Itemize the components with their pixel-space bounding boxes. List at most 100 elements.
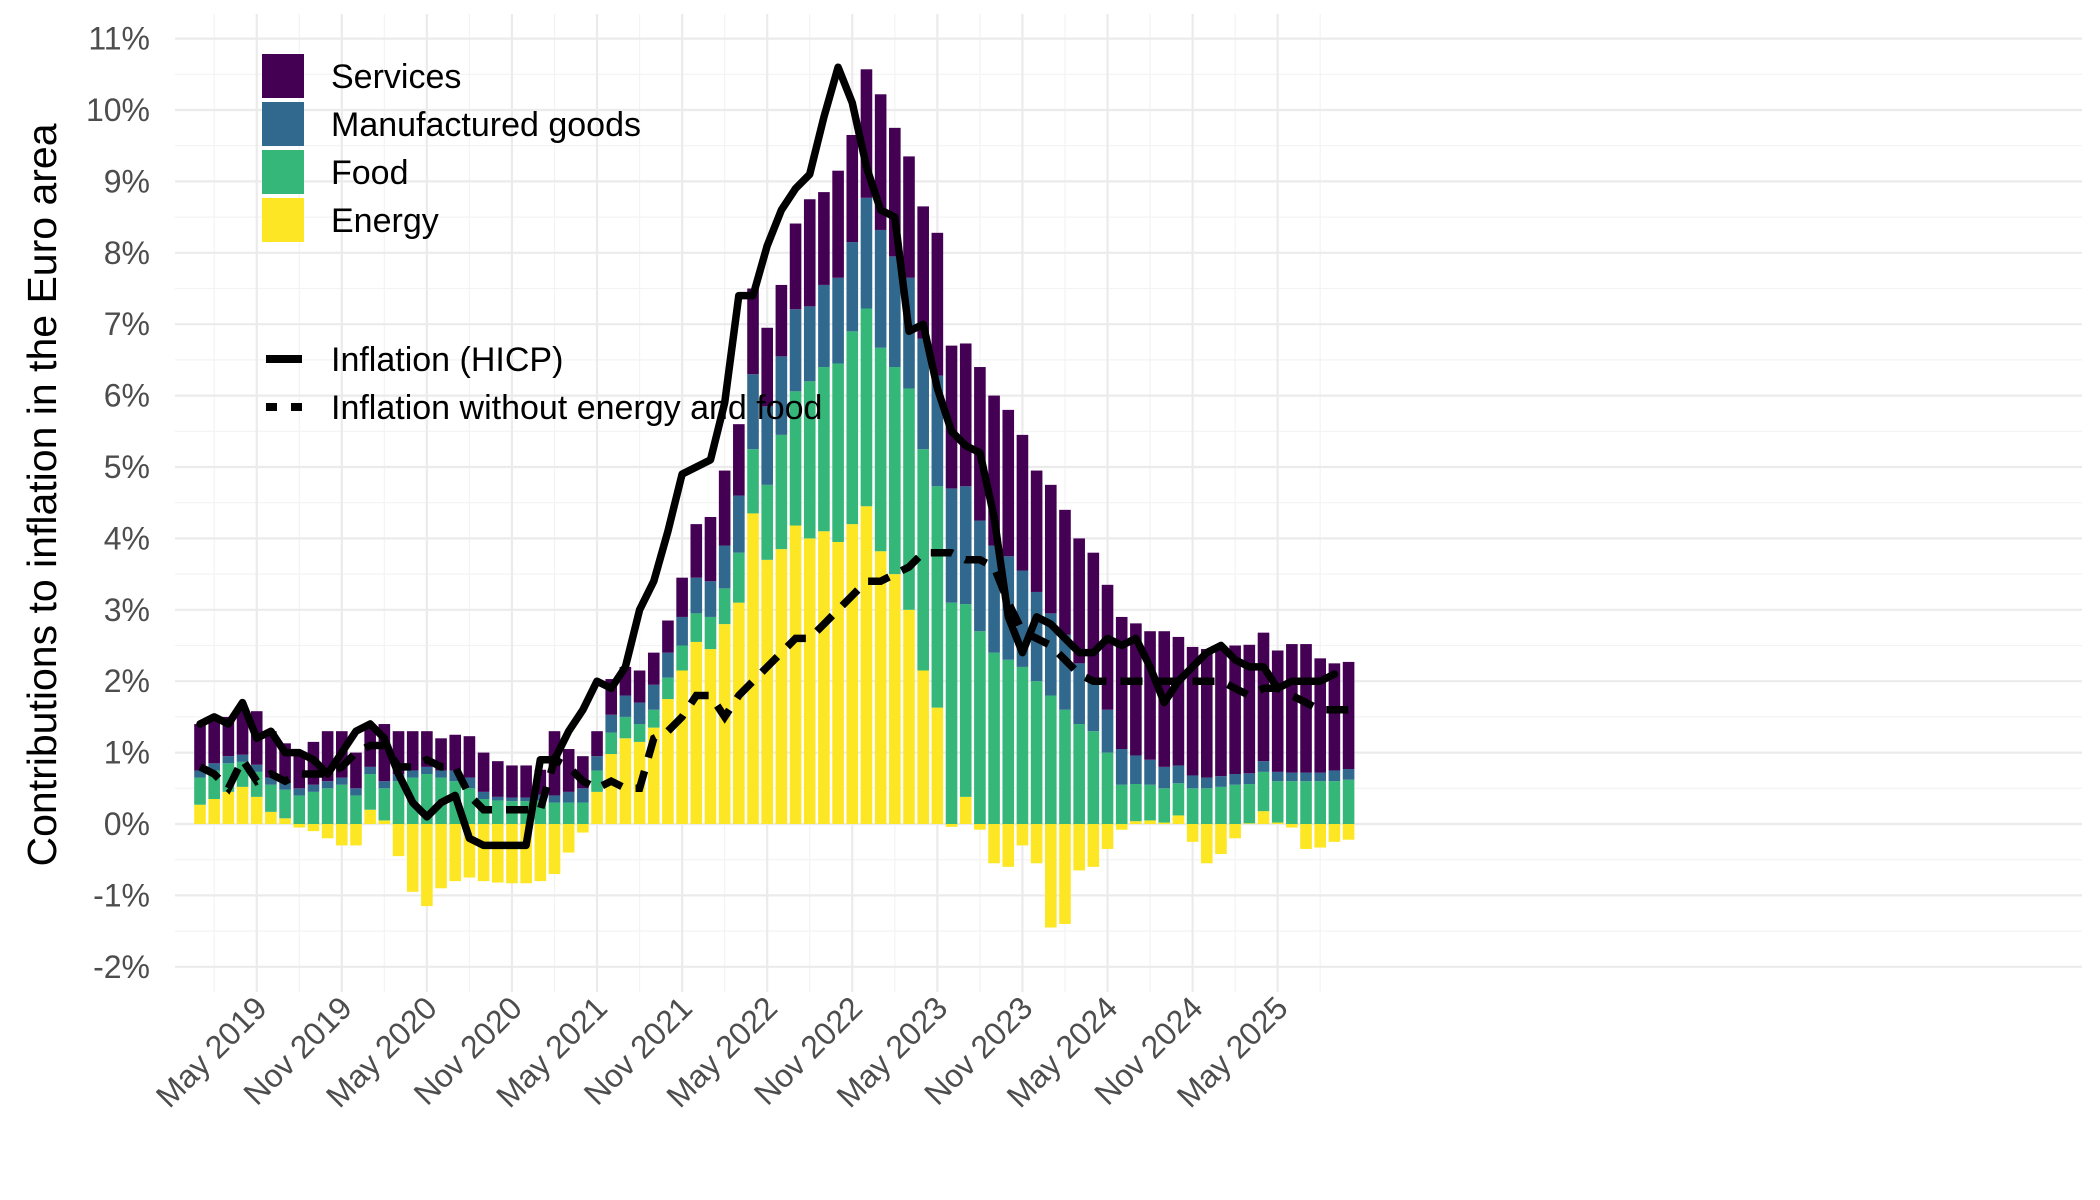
bar-services [506,765,518,798]
bar-manufactured-goods [874,229,887,348]
bar-food [1215,786,1227,824]
bar-services [1002,409,1015,557]
bar-manufactured-goods [293,788,306,796]
bar-services [1045,484,1057,614]
bar-energy [775,549,788,824]
bar-services [761,327,773,407]
bar-food [1130,784,1142,822]
bar-energy [1158,822,1171,824]
bar-services [1101,584,1114,710]
bar-manufactured-goods [1314,772,1327,782]
y-tick-label: 9% [104,163,150,199]
bar-manufactured-goods [548,795,561,803]
bar-services [222,716,235,757]
bar-food [1243,784,1256,824]
bar-energy [194,804,206,824]
bar-food [903,388,915,610]
bar-manufactured-goods [988,545,1000,653]
bar-food [1115,784,1128,824]
bar-food [577,802,589,824]
bar-food [1073,724,1085,824]
bar-services [733,424,745,496]
bar-manufactured-goods [945,488,958,603]
bar-food [860,308,873,507]
legend-label: Energy [331,202,439,240]
bar-energy [222,791,235,824]
bar-manufactured-goods [406,770,419,778]
y-tick-label: -2% [93,949,150,985]
bar-manufactured-goods [449,770,462,782]
bar-food [690,613,703,642]
bar-manufactured-goods [803,306,816,382]
bar-energy [463,824,476,878]
bar-food [605,732,618,755]
bar-energy [265,811,277,824]
bar-services [1229,645,1241,775]
bar-food [1342,779,1355,824]
bar-food [336,784,348,824]
bar-energy [662,699,674,824]
bar-energy [832,541,844,824]
y-axis-tick-labels: -2% -1% 0% 1% 2% 3% 4% 5% 6% 7% 8% 9% 10% 11% [86,21,150,985]
bar-food [534,800,547,824]
bar-services [577,756,589,789]
bar-manufactured-goods [1200,777,1213,789]
y-tick-label: 0% [104,806,150,842]
bar-food [1101,752,1114,824]
bar-energy [676,670,688,824]
y-tick-label: 8% [104,235,150,271]
bar-services [860,69,873,198]
bar-services [378,724,391,782]
bar-food [293,795,306,824]
bar-energy [605,754,618,824]
bar-energy [1300,824,1312,849]
legend-label: Inflation without energy and food [331,389,822,427]
bar-food [1158,788,1171,823]
bar-services [520,765,532,798]
bar-manufactured-goods [662,652,674,678]
bar-food [364,774,376,810]
bar-food [1257,771,1270,812]
bar-food [1002,659,1015,824]
bar-manufactured-goods [463,777,476,789]
bar-energy [1115,824,1128,830]
bar-energy [747,513,759,824]
bar-food [874,347,887,552]
bar-food [1271,781,1284,823]
bar-manufactured-goods [1243,773,1256,785]
bar-services [208,716,220,764]
bar-food [591,770,603,792]
bar-manufactured-goods [307,784,320,792]
bar-services [662,620,674,653]
bar-energy [619,738,632,824]
bar-energy [1144,820,1156,824]
bar-services [676,577,688,617]
bar-manufactured-goods [1101,709,1114,753]
bar-manufactured-goods [506,797,518,802]
y-axis-title: Contributions to inflation in the Euro a… [19,123,65,866]
bar-energy [974,824,986,830]
bar-manufactured-goods [718,545,731,589]
bar-services [789,223,802,310]
bar-services [889,127,901,257]
bar-services [747,288,759,375]
bar-food [1016,666,1029,824]
bar-energy [250,796,263,824]
bar-manufactured-goods [236,754,249,762]
bar-services [1087,552,1100,678]
bar-services [392,731,405,775]
bar-energy [718,624,731,824]
bar-services [605,679,618,715]
bar-energy [959,796,972,824]
y-tick-label: 5% [104,449,150,485]
bar-energy [236,786,249,824]
bar-food [222,763,235,792]
bar-manufactured-goods [1045,613,1057,696]
bar-manufactured-goods [350,788,362,796]
bar-manufactured-goods [250,764,263,772]
bar-energy [1328,824,1341,842]
bar-services [818,192,830,285]
bar-services [1144,631,1156,760]
bar-services [1257,632,1270,762]
bar-energy [506,824,518,884]
